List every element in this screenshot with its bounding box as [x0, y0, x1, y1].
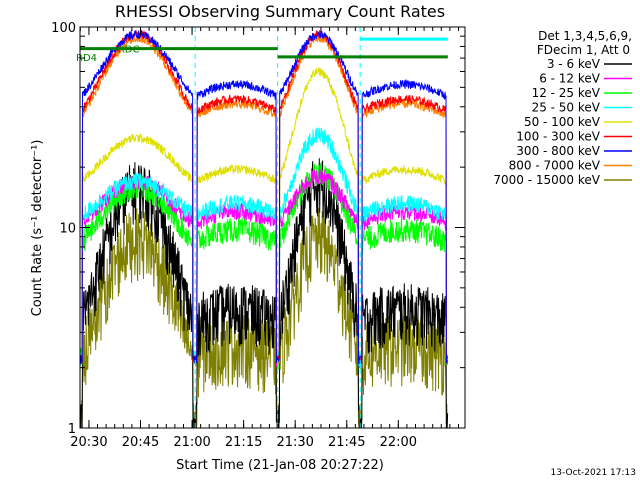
- legend-entry-label: 3 - 6 keV: [547, 57, 601, 71]
- legend-entry-label: 100 - 300 keV: [516, 130, 600, 144]
- legend-entry-label: 12 - 25 keV: [532, 86, 601, 100]
- series-line-6: [79, 29, 449, 366]
- series-line-9: [79, 207, 448, 429]
- legend-entry-label: 6 - 12 keV: [539, 72, 601, 86]
- x-tick-label: 21:00: [173, 435, 210, 450]
- legend-header-decimation: FDecim 1, Att 0: [537, 43, 630, 57]
- series-line-7: [79, 29, 448, 365]
- legend-entry-label: 50 - 100 keV: [524, 115, 601, 129]
- legend-entry-label: 7000 - 15000 keV: [493, 173, 600, 187]
- x-tick-label: 21:30: [276, 435, 313, 450]
- y-tick-label: 100: [51, 21, 76, 36]
- y-tick-label: 1: [68, 422, 76, 437]
- legend-entry-label: 800 - 7000 keV: [509, 159, 601, 173]
- flag-bars: [80, 37, 448, 59]
- axes: 20:30 20:45 21:00 21:15 21:30 21:45 22:00 1 10 10…: [51, 21, 466, 450]
- timestamp-footer: 13-Oct-2021 17:13: [551, 468, 636, 478]
- x-tick-label: 20:45: [122, 435, 159, 450]
- chart-title: RHESSI Observing Summary Count Rates: [115, 2, 445, 21]
- x-tick-label: 20:30: [70, 435, 107, 450]
- x-tick-label: 21:45: [328, 435, 365, 450]
- plot-area: RD4 RDC: [76, 27, 449, 429]
- legend-entry-label: 25 - 50 keV: [532, 101, 601, 115]
- legend-header-detectors: Det 1,3,4,5,6,9,: [538, 29, 632, 43]
- series-line-8: [79, 34, 449, 365]
- y-axis-label: Count Rate (s⁻¹ detector⁻¹): [30, 140, 45, 317]
- eclipse-label: RDC: [118, 45, 140, 56]
- series-line-3: [79, 162, 449, 373]
- x-tick-label: 22:00: [380, 435, 417, 450]
- series-line-4: [79, 126, 449, 368]
- y-tick-label: 10: [59, 222, 76, 237]
- legend-entry-label: 300 - 800 keV: [516, 144, 600, 158]
- x-axis-label: Start Time (21-Jan-08 20:27:22): [176, 458, 384, 473]
- series-line-5: [79, 67, 449, 364]
- x-tick-label: 21:15: [225, 435, 262, 450]
- saa-label: RD4: [76, 53, 97, 64]
